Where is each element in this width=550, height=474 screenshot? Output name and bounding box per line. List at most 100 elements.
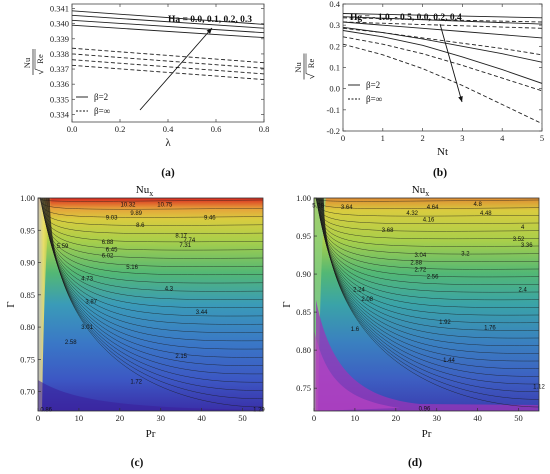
contour-line xyxy=(49,198,263,408)
y-tick-label: 1.00 xyxy=(296,193,311,203)
sqrt-sign xyxy=(34,49,44,75)
arrow-shaft xyxy=(439,23,463,103)
x-tick-label: 0 xyxy=(36,413,40,423)
series-line-a-1 xyxy=(72,14,264,29)
y-label-numerator: Nu xyxy=(293,62,303,73)
series-line-b-1 xyxy=(343,16,542,25)
y-tick-label: 0.85 xyxy=(296,307,311,317)
series-line-b-6 xyxy=(343,21,542,29)
x-tick-label: 0 xyxy=(341,133,345,143)
contour-label: 3.64 xyxy=(341,205,353,211)
caption-d: (d) xyxy=(408,457,422,469)
legend-entry: β=2 xyxy=(94,92,108,102)
y-tick-label: 0.336 xyxy=(50,79,69,89)
contour-labels-d: 4.8 4.64 3.64 5.28 4.32 4.48 4.16 4 3.68 3.523.36… xyxy=(312,202,545,413)
panel-a-line-chart: 0.0 0.2 0.4 0.6 0.8 0.334 0.335 0.336 0.337 0.338… xyxy=(22,4,269,149)
contour-label: 9.89 xyxy=(130,211,142,217)
contour-label: 2.56 xyxy=(427,274,439,280)
contour-label: 6.02 xyxy=(102,253,114,259)
contour-lines-d xyxy=(315,198,539,408)
caption-c: (c) xyxy=(131,457,144,469)
y-tick-label: 0.4 xyxy=(329,0,340,9)
parameter-annotation: Ha = 0.0, 0.1, 0.2, 0.3 xyxy=(168,15,252,25)
contour-label: 4.64 xyxy=(427,205,439,211)
series-line-b-4 xyxy=(343,30,542,84)
series-line-a-2 xyxy=(72,19,264,34)
x-tick-label: 50 xyxy=(514,413,523,423)
x-tick-label: 20 xyxy=(116,413,125,423)
y-tick-label: 0.95 xyxy=(20,225,35,235)
plot-frame-c xyxy=(37,197,264,412)
contour-label: 4.73 xyxy=(81,277,93,283)
contour-label: 10.75 xyxy=(157,202,173,208)
chart-title-subscript: x xyxy=(425,189,429,198)
panel-c-contour-chart: 10.32 10.75 9.89 9.03 9.46 8.6 8.177.747.31 6.8… xyxy=(5,184,265,440)
contour-label: 8.17 xyxy=(175,233,187,239)
contour-line xyxy=(323,198,539,408)
x-tick-label: 40 xyxy=(473,413,482,423)
chart-title-main: Nu xyxy=(136,184,150,196)
y-tick-label: 0.80 xyxy=(296,345,311,355)
x-tick-label: 30 xyxy=(156,413,165,423)
x-tick-label: 40 xyxy=(197,413,206,423)
caption-a: (a) xyxy=(161,167,175,179)
x-axis-label: Pr xyxy=(422,428,432,440)
y-tick-label: 0.337 xyxy=(50,64,69,74)
x-tick-label: 4 xyxy=(500,133,505,143)
x-tick-label: 10 xyxy=(351,413,360,423)
contour-label: 4.16 xyxy=(423,217,435,223)
plot-frame-d xyxy=(313,197,540,412)
contour-label: 2.88 xyxy=(410,261,422,267)
x-tick-label: 0.0 xyxy=(67,124,78,134)
series-line-b-0 xyxy=(343,13,542,19)
series-line-b-7 xyxy=(343,27,542,56)
contour-label: 5.16 xyxy=(126,265,138,271)
contour-label: 2.15 xyxy=(175,354,187,360)
y-tick-label: -0.1 xyxy=(327,105,340,115)
y-tick-label: 0.90 xyxy=(20,258,35,268)
contour-label: 4 xyxy=(521,225,525,231)
y-axis-label: Nu Re xyxy=(22,49,45,75)
x-tick-label: 10 xyxy=(75,413,84,423)
arrow-shaft xyxy=(139,27,213,111)
plot-frame-a xyxy=(71,3,265,123)
y-tick-label: 0.339 xyxy=(50,34,69,44)
contour-label: 3.68 xyxy=(382,228,394,234)
contour-label: 3.87 xyxy=(85,299,97,305)
contour-label: 1.76 xyxy=(484,325,496,331)
series-line-a-3 xyxy=(72,24,264,39)
y-tick-label: 0.334 xyxy=(50,109,70,119)
corner-highlight-c xyxy=(38,198,263,411)
panel-d-contour-chart: 4.8 4.64 3.64 5.28 4.32 4.48 4.16 4 3.68 3.523.36… xyxy=(281,184,545,440)
y-tick-label: 0.70 xyxy=(20,387,35,397)
contour-label: 7.31 xyxy=(179,243,191,249)
contour-label: 3.44 xyxy=(196,310,208,316)
y-tick-label: -0.2 xyxy=(327,126,340,136)
x-tick-label: 0.6 xyxy=(211,124,222,134)
y-tick-label: 0.1 xyxy=(329,63,340,73)
legend: β=2 β=∞ xyxy=(348,80,382,104)
x-tick-label: 20 xyxy=(392,413,401,423)
contour-label: 3.2 xyxy=(461,252,470,258)
x-axis-label: Pr xyxy=(146,428,156,440)
contour-label: 5.28 xyxy=(312,204,324,210)
contour-label: 9.46 xyxy=(204,215,216,221)
contour-label: 4.3 xyxy=(165,286,174,292)
y-tick-label: 1.00 xyxy=(20,193,35,203)
y-tick-label: 0.90 xyxy=(296,269,311,279)
y-tick-label: 0.75 xyxy=(296,383,311,393)
caption-b: (b) xyxy=(433,167,447,179)
contour-label: 6.45 xyxy=(106,248,118,254)
contour-label: 2.08 xyxy=(361,297,373,303)
contour-label: 2.4 xyxy=(518,287,527,293)
x-tick-label: 50 xyxy=(238,413,247,423)
y-label-numerator: Nu xyxy=(22,57,32,68)
y-axis-label: Nu Re xyxy=(293,53,316,80)
x-tick-label: 30 xyxy=(432,413,441,423)
x-tick-label: 3 xyxy=(460,133,464,143)
contour-label: 4.8 xyxy=(473,202,482,208)
chart-title: Nux xyxy=(136,184,153,198)
contour-label: 1.44 xyxy=(443,358,455,364)
contour-label: 1.6 xyxy=(351,327,360,333)
y-tick-label: 0.95 xyxy=(296,231,311,241)
